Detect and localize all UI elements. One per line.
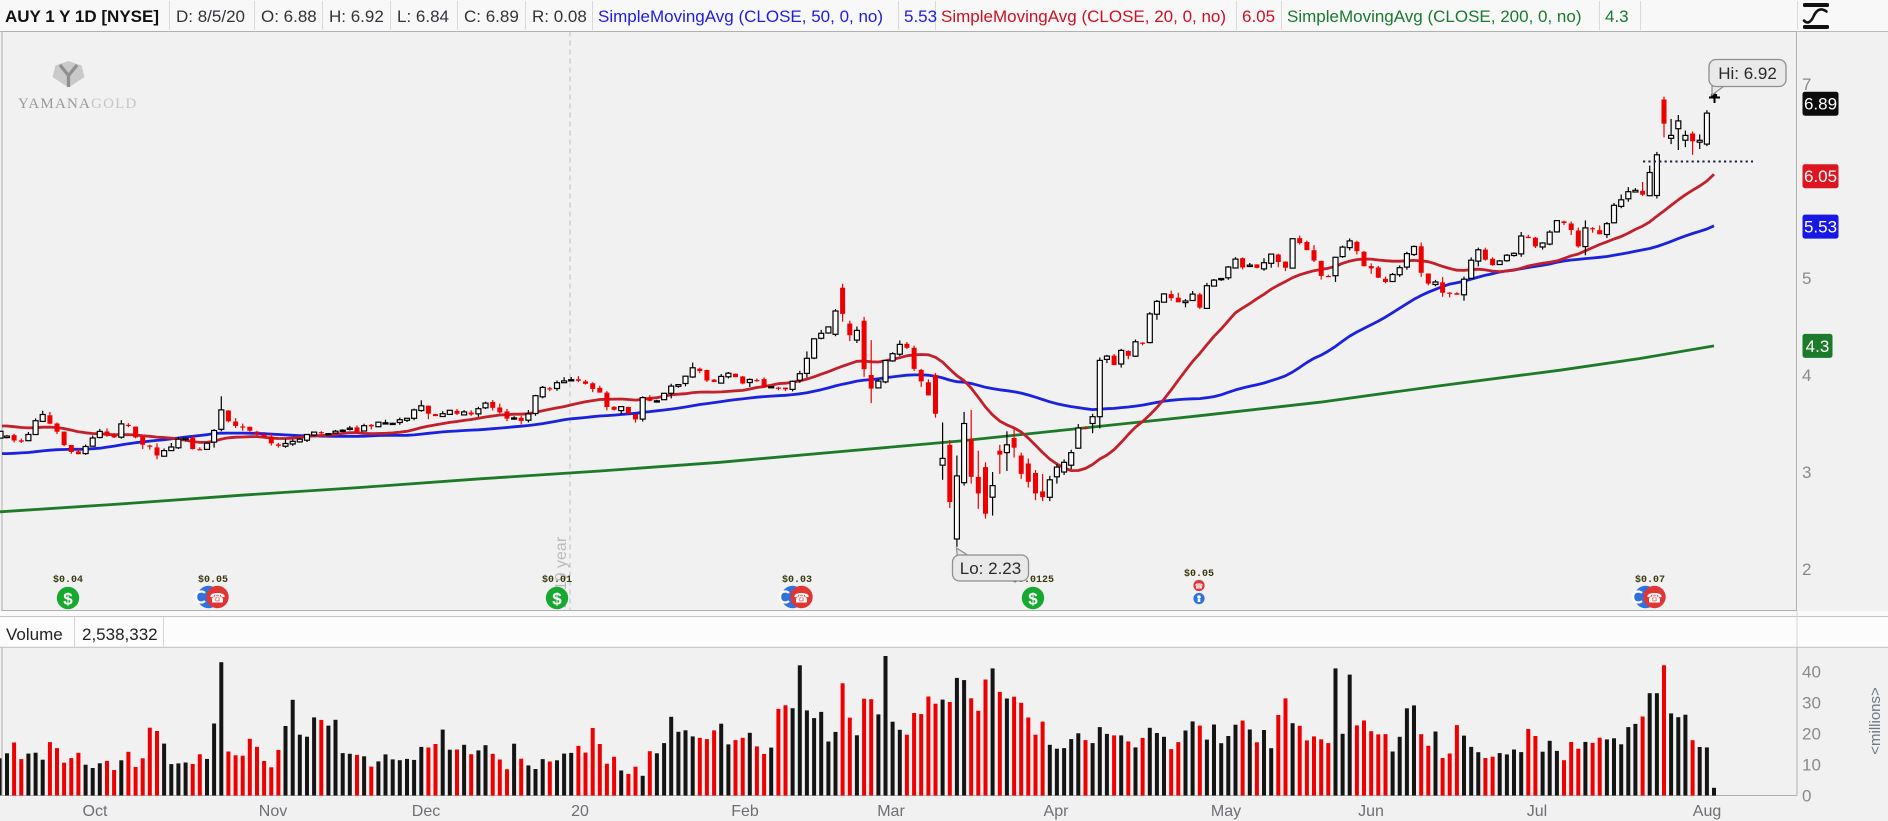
svg-text:May: May xyxy=(1211,803,1241,820)
svg-text:2,538,332: 2,538,332 xyxy=(82,625,158,644)
svg-text:3: 3 xyxy=(1802,463,1811,482)
svg-text:5: 5 xyxy=(1802,269,1811,288)
svg-text:☎: ☎ xyxy=(793,591,809,606)
svg-text:$0.01: $0.01 xyxy=(542,574,572,586)
svg-text:Oct: Oct xyxy=(83,803,108,820)
svg-text:$0.05: $0.05 xyxy=(198,574,228,586)
svg-text:Feb: Feb xyxy=(731,803,759,820)
svg-text:SimpleMovingAvg (CLOSE, 50, 0,: SimpleMovingAvg (CLOSE, 50, 0, no) xyxy=(598,7,883,26)
svg-text:30: 30 xyxy=(1802,694,1821,713)
svg-text:L: 6.84: L: 6.84 xyxy=(397,7,449,26)
svg-text:2: 2 xyxy=(1802,560,1811,579)
svg-text:6.05: 6.05 xyxy=(1804,167,1837,186)
svg-text:Jul: Jul xyxy=(1527,803,1547,820)
svg-text:6.89: 6.89 xyxy=(1804,95,1837,114)
svg-text:O: 6.88: O: 6.88 xyxy=(261,7,317,26)
svg-text:10: 10 xyxy=(1802,756,1821,775)
svg-text:Mar: Mar xyxy=(877,803,905,820)
svg-text:5.53: 5.53 xyxy=(1804,218,1837,237)
svg-text:☎: ☎ xyxy=(1195,583,1204,591)
svg-text:C: 6.89: C: 6.89 xyxy=(464,7,519,26)
svg-text:Jun: Jun xyxy=(1358,803,1384,820)
svg-text:$: $ xyxy=(1028,590,1038,609)
svg-text:$0.05: $0.05 xyxy=(1184,568,1214,580)
svg-text:☎: ☎ xyxy=(1646,591,1662,606)
svg-text:Apr: Apr xyxy=(1044,803,1070,820)
svg-text:$: $ xyxy=(63,590,73,609)
svg-text:Dec: Dec xyxy=(412,803,440,820)
svg-text:$0.03: $0.03 xyxy=(782,574,812,586)
svg-text:7: 7 xyxy=(1802,75,1811,94)
svg-text:4.3: 4.3 xyxy=(1806,337,1830,356)
svg-text:4: 4 xyxy=(1802,366,1811,385)
svg-text:AUY 1 Y 1D [NYSE]: AUY 1 Y 1D [NYSE] xyxy=(5,7,159,26)
svg-text:SimpleMovingAvg (CLOSE, 200, 0: SimpleMovingAvg (CLOSE, 200, 0, no) xyxy=(1287,7,1582,26)
svg-text:40: 40 xyxy=(1802,663,1821,682)
svg-text:4.3: 4.3 xyxy=(1605,7,1629,26)
svg-text:Aug: Aug xyxy=(1693,803,1721,820)
svg-text:$: $ xyxy=(552,590,562,609)
svg-text:D: 8/5/20: D: 8/5/20 xyxy=(176,7,245,26)
svg-text:$0.07: $0.07 xyxy=(1635,574,1665,586)
svg-text:H: 6.92: H: 6.92 xyxy=(329,7,384,26)
svg-text:☎: ☎ xyxy=(209,591,225,606)
svg-text:Volume: Volume xyxy=(6,625,63,644)
svg-text:SimpleMovingAvg (CLOSE, 20, 0,: SimpleMovingAvg (CLOSE, 20, 0, no) xyxy=(941,7,1226,26)
svg-text:20: 20 xyxy=(571,803,589,820)
svg-text:<millions>: <millions> xyxy=(1867,687,1884,755)
svg-text:6.05: 6.05 xyxy=(1242,7,1275,26)
svg-text:Hi: 6.92: Hi: 6.92 xyxy=(1718,64,1777,83)
svg-text:R: 0.08: R: 0.08 xyxy=(532,7,587,26)
svg-text:Lo: 2.23: Lo: 2.23 xyxy=(960,559,1021,578)
svg-text:Nov: Nov xyxy=(259,803,287,820)
svg-text:YAMANAGOLD: YAMANAGOLD xyxy=(18,96,138,112)
svg-text:0: 0 xyxy=(1802,787,1811,806)
svg-text:20: 20 xyxy=(1802,725,1821,744)
svg-text:5.53: 5.53 xyxy=(904,7,937,26)
svg-text:$0.04: $0.04 xyxy=(53,574,83,586)
